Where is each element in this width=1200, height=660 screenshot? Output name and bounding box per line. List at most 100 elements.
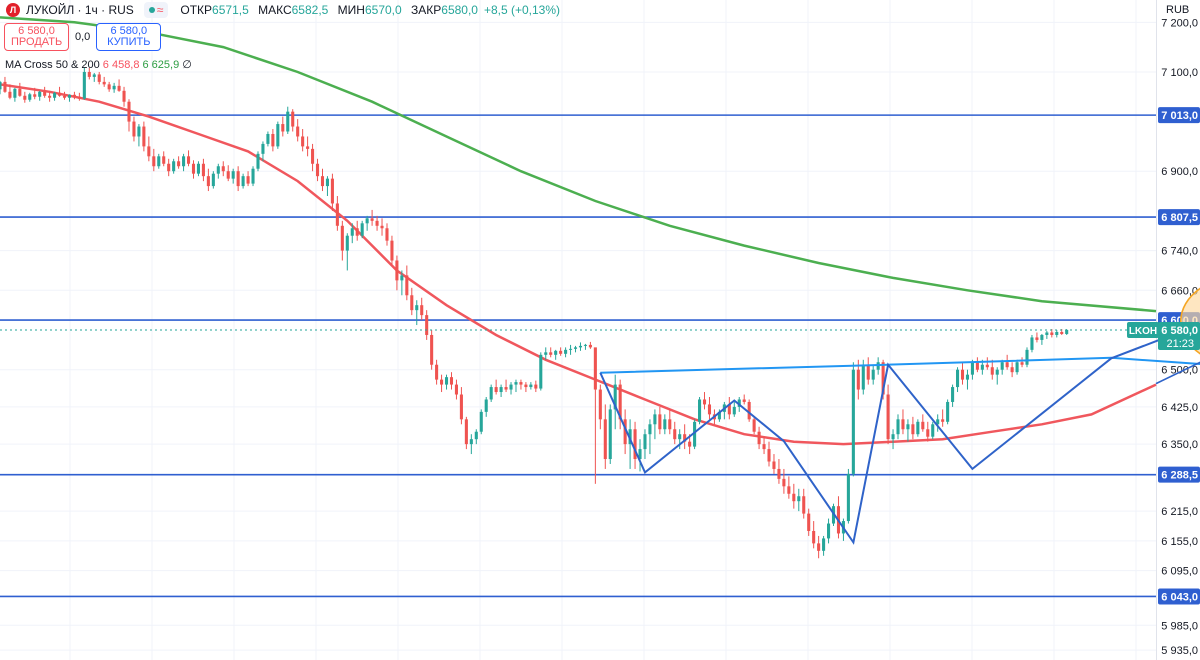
candle-body xyxy=(306,146,310,149)
candle-body xyxy=(449,377,454,385)
candle-body xyxy=(663,419,667,430)
candle-body xyxy=(1050,332,1054,335)
level-price-label: 7 013,0 xyxy=(1161,110,1198,122)
low-value: 6570,0 xyxy=(364,3,402,17)
candle-body xyxy=(514,382,518,385)
bar-countdown-label: 21:23 xyxy=(1166,338,1194,350)
candle-body xyxy=(673,429,677,440)
symbol-title[interactable]: ЛУКОЙЛ · 1ч · RUS xyxy=(26,3,134,17)
candle-body xyxy=(916,421,920,435)
candle-body xyxy=(559,350,563,354)
candle-body xyxy=(122,90,126,102)
market-status-badge[interactable]: ≈ xyxy=(143,2,169,18)
currency-label[interactable]: RUB xyxy=(1166,4,1190,16)
candle-body xyxy=(186,156,191,164)
candle-body xyxy=(435,364,439,380)
candle-body xyxy=(211,173,215,187)
candle-body xyxy=(767,449,771,462)
candle-body xyxy=(469,439,473,445)
candle-body xyxy=(107,84,111,90)
candle-body xyxy=(87,71,91,77)
close-label: ЗАКР xyxy=(411,3,442,17)
projection-line xyxy=(1155,361,1200,385)
candle-body xyxy=(246,176,250,184)
candle-body xyxy=(1025,349,1029,365)
candle-body xyxy=(400,275,404,281)
trade-panel: 6 580,0 ПРОДАТЬ 0,0 6 580,0 КУПИТЬ xyxy=(4,23,162,51)
candle-body xyxy=(440,379,444,385)
candle-body xyxy=(97,74,101,82)
indicator-legend[interactable]: MA Cross 50 & 200 6 458,8 6 625,9 ∅ xyxy=(5,58,192,71)
sell-price: 6 580,0 xyxy=(18,25,55,37)
buy-button[interactable]: 6 580,0 КУПИТЬ xyxy=(96,23,162,51)
candle-body xyxy=(390,240,394,261)
candle-body xyxy=(152,156,156,167)
candle-body xyxy=(380,225,384,229)
candle-body xyxy=(142,126,146,147)
level-price-tag xyxy=(1158,466,1200,483)
y-tick-label: 6 350,0 xyxy=(1161,439,1198,451)
candle-body xyxy=(569,348,573,350)
candle-body xyxy=(291,111,295,127)
candle-body xyxy=(941,419,945,422)
buy-label: КУПИТЬ xyxy=(107,36,151,48)
zigzag-pattern-line xyxy=(599,323,1200,545)
candle-body xyxy=(648,424,652,435)
candle-body xyxy=(276,124,280,147)
candle-body xyxy=(157,156,161,167)
y-tick-label: 6 155,0 xyxy=(1161,536,1198,548)
candle-body xyxy=(891,434,895,440)
candle-body xyxy=(147,146,151,157)
candle-body xyxy=(33,94,37,97)
candle-body xyxy=(286,111,290,132)
candle-body xyxy=(311,148,315,164)
candle-body xyxy=(812,530,816,544)
neckline-trend-line xyxy=(600,356,1200,374)
candle-body xyxy=(315,163,320,177)
candle-body xyxy=(827,523,831,539)
candle-body xyxy=(588,344,592,348)
candle-body xyxy=(454,384,458,395)
candle-body xyxy=(167,163,171,172)
candle-body xyxy=(296,126,300,137)
candle-body xyxy=(792,493,796,502)
candle-body xyxy=(921,421,925,430)
candle-body xyxy=(43,91,47,96)
candle-body xyxy=(365,218,369,224)
candle-body xyxy=(856,369,860,390)
candle-body xyxy=(668,419,672,430)
candle-body xyxy=(886,394,890,440)
candle-body xyxy=(340,225,344,251)
candle-body xyxy=(221,166,225,172)
candle-body xyxy=(717,411,721,420)
candle-body xyxy=(787,486,791,494)
candle-body xyxy=(281,124,285,132)
candle-body xyxy=(3,81,7,92)
candle-body xyxy=(459,394,463,420)
last-price-label: 6 580,0 xyxy=(1161,325,1198,337)
level-price-tag xyxy=(1158,209,1200,226)
candle-body xyxy=(911,424,915,435)
candle-body xyxy=(162,156,166,164)
candle-body xyxy=(702,399,707,405)
candle-body xyxy=(479,411,483,432)
candle-body xyxy=(201,163,205,177)
candle-body xyxy=(1020,362,1024,365)
low-label: МИН xyxy=(337,3,365,17)
candle-body xyxy=(960,369,965,380)
last-price-tag xyxy=(1158,322,1200,350)
candle-body xyxy=(688,441,692,447)
candle-body xyxy=(623,419,627,445)
candle-body xyxy=(261,143,265,154)
candle-body xyxy=(444,377,449,385)
sell-button[interactable]: 6 580,0 ПРОДАТЬ xyxy=(4,23,69,51)
y-tick-label: 5 935,0 xyxy=(1161,645,1198,657)
candle-body xyxy=(499,387,503,393)
candle-body xyxy=(683,434,687,442)
candle-body xyxy=(995,369,999,375)
candle-body xyxy=(355,228,359,236)
candle-body xyxy=(335,203,339,226)
level-price-label: 6 043,0 xyxy=(1161,591,1198,603)
change-value: +8,5 (+0,13%) xyxy=(483,3,561,17)
